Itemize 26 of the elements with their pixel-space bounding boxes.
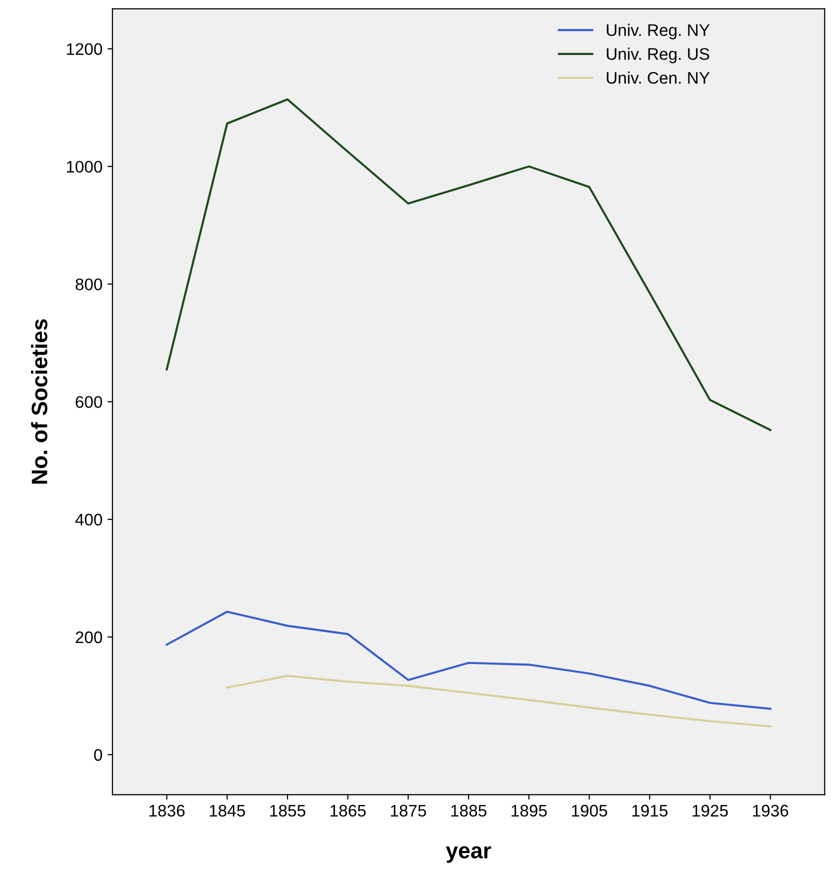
legend-label: Univ. Cen. NY <box>606 72 710 84</box>
y-tick-label: 1000 <box>66 160 102 173</box>
x-tick-label: 1845 <box>210 804 245 817</box>
x-tick-label: 1895 <box>512 804 547 817</box>
x-tick-label: 1915 <box>632 804 668 817</box>
y-tick-label: 0 <box>94 749 102 761</box>
y-tick-label: 600 <box>76 396 102 408</box>
legend-label: Univ. Reg. NY <box>606 24 710 40</box>
x-axis-title: year <box>446 846 492 863</box>
x-tick-label: 1905 <box>572 804 608 817</box>
x-tick-label: 1885 <box>451 804 486 817</box>
y-tick-label: 1200 <box>66 43 102 55</box>
y-tick-label: 400 <box>75 514 102 526</box>
y-tick-label: 800 <box>76 278 102 290</box>
x-tick-label: 1836 <box>150 804 185 817</box>
x-tick-label: 1865 <box>330 804 366 817</box>
legend-label: Univ. Reg. US <box>606 48 710 64</box>
x-tick-label: 1855 <box>270 804 306 817</box>
y-axis-title: No. of Societies <box>31 319 48 484</box>
x-tick-label: 1925 <box>692 804 728 817</box>
y-tick-label: 200 <box>76 631 102 644</box>
x-tick-label: 1936 <box>753 804 788 817</box>
line-series <box>166 610 772 710</box>
line-series <box>226 674 772 728</box>
x-tick-label: 1875 <box>390 804 426 817</box>
line-series <box>166 98 772 431</box>
